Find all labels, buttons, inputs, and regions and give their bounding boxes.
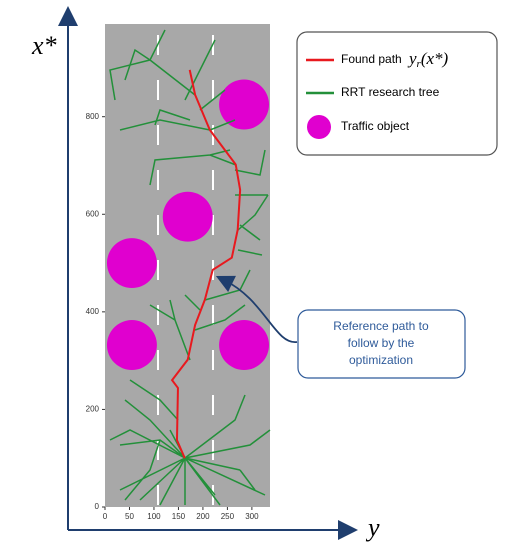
traffic-object xyxy=(219,79,270,130)
y-tick-label: 400 xyxy=(86,307,100,316)
x-axis-label: y xyxy=(365,513,380,542)
callout-arrow xyxy=(215,275,298,343)
y-tick-label: 0 xyxy=(95,502,100,511)
callout-text: optimization xyxy=(349,353,413,367)
formula-sub: r xyxy=(417,58,422,70)
formula-arg: (x*) xyxy=(421,49,449,68)
legend-label: Found path xyxy=(341,52,402,66)
legend-label: RRT research tree xyxy=(341,85,440,99)
callout-text: Reference path to xyxy=(333,319,429,333)
formula-base: y xyxy=(407,49,417,68)
x-tick-label: 150 xyxy=(172,512,186,521)
found-path xyxy=(170,69,242,459)
traffic-object xyxy=(106,320,157,370)
y-tick-label: 200 xyxy=(86,405,100,414)
callout-box xyxy=(297,309,466,379)
x-tick-label: 250 xyxy=(221,512,235,521)
callout-text: follow by the xyxy=(348,336,415,350)
traffic-object xyxy=(162,191,213,242)
legend-box xyxy=(296,31,498,156)
x-tick-label: 300 xyxy=(245,512,259,521)
legend-swatch xyxy=(307,115,331,139)
x-tick-label: 50 xyxy=(125,512,134,521)
x-tick-label: 200 xyxy=(196,512,210,521)
y-tick-label: 600 xyxy=(86,209,100,218)
legend-label: Traffic object xyxy=(341,119,410,133)
traffic-object xyxy=(106,238,157,289)
x-tick-label: 100 xyxy=(147,512,161,521)
y-axis-label: x* xyxy=(31,31,57,60)
y-tick-label: 800 xyxy=(86,112,100,121)
x-tick-label: 0 xyxy=(103,512,108,521)
traffic-object xyxy=(219,320,270,370)
legend-formula: yr(x*) xyxy=(407,49,449,70)
